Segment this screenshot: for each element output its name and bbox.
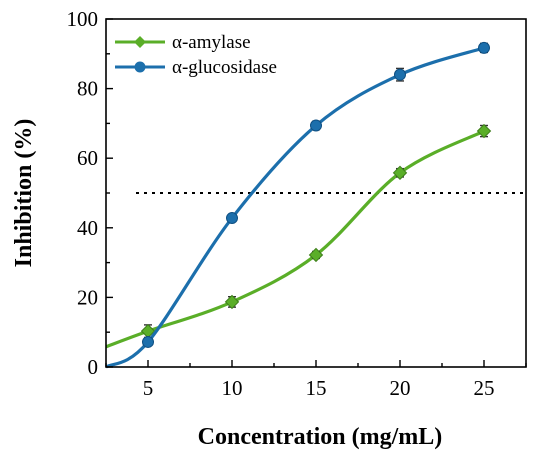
x-tick-label: 25 [474,376,495,400]
data-point-diamond [476,123,492,139]
data-point-circle [478,41,490,54]
series-layer [105,41,492,369]
legend-item-2: α-glucosidase [115,57,277,78]
legend-item-1: α-amylase [115,32,251,53]
data-point-circle [394,68,406,81]
data-point-circle [226,212,238,225]
y-axis-title: Inhibition (%) [11,119,37,268]
legend-circle-marker [134,61,146,73]
series-2 [105,41,490,369]
data-point-circle [310,119,322,132]
axes-layer: 5 10 15 20 25 0 20 40 60 80 100 [67,7,527,400]
legend: α-amylase α-glucosidase [115,32,277,78]
data-point-diamond [308,247,324,263]
data-point-diamond [224,294,240,310]
x-tick-label: 10 [222,376,243,400]
legend-label: α-amylase [172,32,251,53]
y-tick-label: 100 [67,7,99,31]
x-axis-title: Concentration (mg/mL) [198,424,443,450]
data-point-diamond [392,165,408,181]
legend-diamond-marker [134,36,146,48]
series-1 [105,123,492,349]
x-tick-label: 5 [143,376,154,400]
y-tick-label: 80 [77,77,98,101]
y-tick-label: 20 [77,285,98,309]
series-line [105,129,485,349]
legend-label: α-glucosidase [172,57,277,78]
series-line [105,46,485,369]
y-tick-label: 40 [77,216,98,240]
y-tick-label: 60 [77,146,98,170]
x-tick-label: 15 [306,376,327,400]
data-point-circle [142,335,154,348]
x-tick-label: 20 [390,376,411,400]
y-tick-label: 0 [88,355,99,379]
